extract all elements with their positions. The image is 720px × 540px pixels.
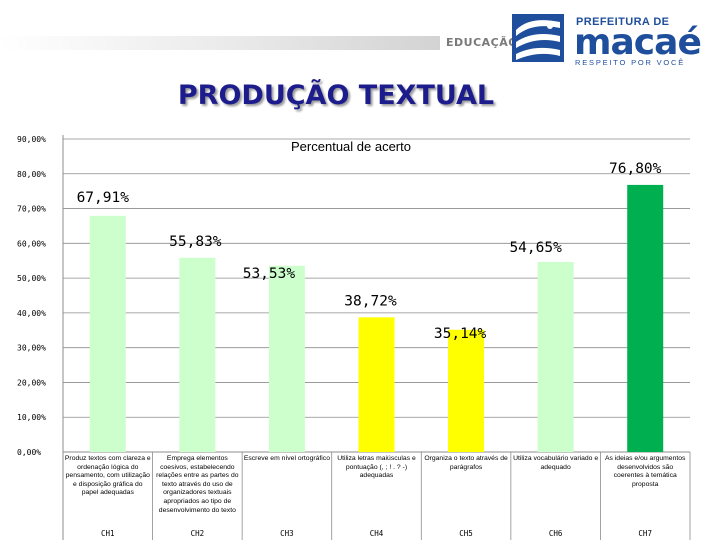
macae-logo-icon [510, 12, 566, 64]
data-label-ch4: 38,72% [344, 293, 397, 309]
city-name: macaé [574, 22, 702, 63]
y-tick-label: 90,00% [17, 135, 46, 144]
category-description-ch6: Utiliza vocabulário variado e adequado [513, 455, 599, 471]
department-label: EDUCAÇÃO [446, 36, 519, 49]
category-description-ch1: Produz textos com clareza e ordenação ló… [64, 455, 151, 497]
y-tick-label: 30,00% [17, 344, 46, 353]
category-code-ch4: CH4 [369, 529, 384, 538]
header-band: EDUCAÇÃO PREFEITURA DE macaé RESPEITO PO… [0, 0, 720, 78]
category-code-ch7: CH7 [638, 529, 652, 538]
y-tick-label: 10,00% [17, 413, 46, 422]
data-label-ch2: 55,83% [169, 234, 222, 250]
category-code-ch3: CH3 [280, 529, 294, 538]
bar-ch6 [537, 261, 574, 452]
y-tick-label: 20,00% [17, 378, 46, 387]
data-label-ch6: 54,65% [509, 240, 562, 256]
y-tick-label: 60,00% [17, 239, 46, 248]
bar-ch7 [627, 184, 664, 452]
category-description-ch7: As ideias e/ou argumentos desenvolvidos … [604, 455, 686, 488]
chart-subtitle: Percentual de acerto [291, 139, 411, 154]
y-tick-label: 50,00% [17, 274, 46, 283]
slogan: RESPEITO POR VOCÊ [575, 58, 686, 67]
education-strip [0, 36, 440, 50]
bar-ch4 [358, 317, 395, 452]
category-code-ch5: CH5 [459, 529, 473, 538]
data-label-ch3: 53,53% [243, 266, 296, 282]
category-description-ch4: Utiliza letras maiúsculas e pontuação (,… [337, 455, 416, 480]
y-tick-label: 80,00% [17, 170, 46, 179]
category-code-ch2: CH2 [190, 529, 205, 538]
category-description-ch2: Emprega elementos coesivos, estabelecend… [156, 455, 239, 514]
y-tick-label: 0,00% [17, 448, 41, 457]
bar-ch3 [268, 265, 305, 452]
prefeitura-label: PREFEITURA DE [576, 16, 670, 28]
y-tick-label: 40,00% [17, 309, 46, 318]
data-label-ch5: 35,14% [434, 326, 487, 342]
category-description-ch3: Escreve em nível ortográfico [243, 455, 330, 462]
chart-title: PRODUÇÃO TEXTUAL [177, 80, 495, 111]
category-code-ch1: CH1 [101, 529, 115, 538]
bar-ch2 [179, 257, 216, 452]
data-label-ch7: 76,80% [609, 161, 662, 177]
category-code-ch6: CH6 [548, 529, 563, 538]
y-tick-label: 70,00% [17, 205, 46, 214]
data-label-ch1: 67,91% [77, 190, 130, 206]
bar-ch1 [89, 215, 126, 452]
category-description-ch5: Organiza o texto através de parágrafos [424, 455, 508, 471]
bar-ch5 [448, 329, 485, 452]
